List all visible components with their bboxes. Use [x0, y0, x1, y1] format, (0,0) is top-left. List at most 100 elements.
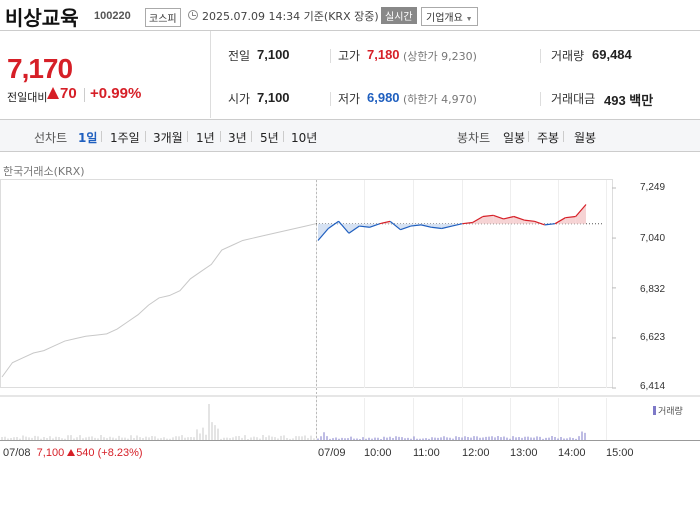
series-segment [420, 224, 432, 228]
prev-day-date: 07/08 [3, 447, 31, 459]
trade-value-label: 거래대금 [551, 92, 596, 106]
prev-day-change-pct: (+8.23%) [97, 447, 143, 459]
volume-swatch [653, 406, 656, 415]
chart-marks [1, 204, 604, 378]
chart-grid [0, 179, 700, 441]
timestamp: 2025.07.09 14:34 기준(KRX 장중) [202, 10, 379, 23]
series-segment [359, 225, 370, 228]
current-price: 7,170 [7, 53, 73, 84]
volume-value: 69,484 [592, 47, 632, 62]
tab-weekly[interactable]: 주봉 [537, 131, 560, 145]
series-area [565, 216, 576, 224]
series-segment [369, 223, 381, 228]
open-label: 시가 [228, 92, 251, 106]
volume-legend-label: 거래량 [658, 406, 683, 416]
series-segment [348, 225, 360, 234]
series-segment [534, 220, 545, 226]
divider [540, 92, 541, 106]
series-line-prev-day [1, 223, 317, 378]
low-value: 6,980 [367, 90, 400, 105]
change-label: 전일대비 [7, 91, 48, 104]
series-segment [524, 219, 535, 222]
company-info-label: 기업개요 [426, 13, 463, 24]
chevron-down-icon: ▼ [465, 16, 473, 23]
up-triangle-icon [67, 449, 76, 456]
upper-limit: (상한가 9,230) [403, 50, 477, 63]
volume-bars [1, 404, 586, 440]
prev-close-value: 7,100 [257, 47, 290, 62]
tab-10y[interactable]: 10년 [291, 131, 318, 145]
divider [528, 131, 529, 142]
stock-name: 비상교육 [5, 6, 79, 30]
prev-day-summary: 07/08 7,100 540 (+8.23%) [3, 447, 143, 459]
prev-day-close: 7,100 [36, 447, 65, 459]
realtime-badge: 실시간 [381, 7, 417, 24]
tab-3y[interactable]: 3년 [228, 131, 247, 145]
series-area [318, 223, 329, 241]
x-tick: 10:00 [364, 447, 392, 459]
line-chart-label: 선차트 [34, 131, 68, 145]
exchange-label: 한국거래소(KRX) [3, 165, 85, 178]
prev-close-label: 전일 [228, 49, 251, 63]
series-segment [441, 225, 453, 230]
divider [220, 131, 221, 142]
series-segment [544, 223, 556, 226]
series-segment [431, 226, 442, 230]
divider [563, 131, 564, 142]
y-tick: 6,832 [640, 284, 666, 295]
series-segment [338, 220, 350, 234]
series-area [493, 215, 504, 224]
divider [540, 49, 541, 63]
series-area [513, 216, 525, 224]
low-label: 저가 [338, 92, 361, 106]
divider [283, 131, 284, 142]
up-triangle-icon [47, 87, 59, 99]
series-segment [554, 217, 566, 225]
prev-day-change: 540 [76, 447, 95, 459]
series-segment [513, 215, 525, 221]
series-segment [410, 224, 422, 227]
high-value: 7,180 [367, 47, 400, 62]
tab-daily[interactable]: 일봉 [503, 131, 526, 145]
company-info-button[interactable]: 기업개요 ▼ [421, 7, 478, 26]
y-tick: 6,414 [640, 381, 666, 392]
trade-value: 493 백만 [604, 93, 654, 108]
series-segment [389, 220, 401, 231]
candle-chart-label: 봉차트 [457, 131, 491, 145]
stock-code: 100220 [94, 10, 131, 22]
divider [101, 131, 102, 142]
series-segment [472, 215, 484, 224]
divider [187, 131, 188, 142]
y-tick: 7,249 [640, 182, 666, 193]
open-value: 7,100 [257, 90, 290, 105]
divider [210, 31, 211, 118]
series-segment [400, 225, 411, 231]
tab-1d[interactable]: 1일 [78, 131, 98, 145]
change-value: 70 [60, 85, 77, 102]
tab-5y[interactable]: 5년 [260, 131, 279, 145]
series-segment [565, 215, 576, 219]
series-segment [482, 214, 494, 218]
x-tick: 13:00 [510, 447, 538, 459]
lower-limit: (하한가 4,970) [403, 93, 477, 106]
series-segment [379, 220, 391, 225]
series-area [482, 215, 494, 224]
x-tick: 15:00 [606, 447, 634, 459]
divider [0, 30, 700, 31]
chart-frame [0, 179, 613, 388]
x-tick: 11:00 [413, 447, 440, 459]
clock-icon [188, 10, 198, 20]
tab-monthly[interactable]: 월봉 [574, 131, 597, 145]
tab-1w[interactable]: 1주일 [110, 131, 140, 145]
divider [251, 131, 252, 142]
change-amount: 70 [47, 85, 77, 102]
divider [330, 49, 331, 63]
tab-1y[interactable]: 1년 [196, 131, 215, 145]
y-tick: 7,040 [640, 233, 666, 244]
divider [330, 92, 331, 106]
x-tick: 14:00 [558, 447, 586, 459]
y-tick: 6,623 [640, 332, 666, 343]
tab-3m[interactable]: 3개월 [153, 131, 183, 145]
volume-label: 거래량 [551, 49, 585, 63]
